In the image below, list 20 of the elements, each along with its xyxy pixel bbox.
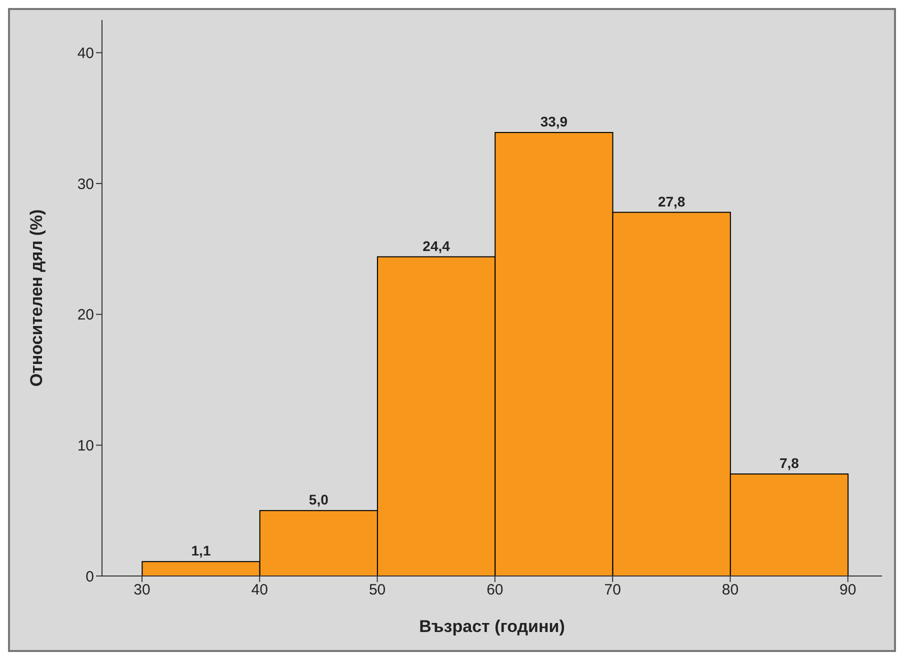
- y-tick-label: 20: [77, 306, 94, 324]
- data-label: 7,8: [780, 454, 800, 471]
- x-tick-label: 60: [486, 582, 504, 599]
- x-tick-label: 70: [604, 582, 621, 599]
- data-label: 33,9: [540, 114, 568, 130]
- x-tick-label: 40: [251, 582, 268, 599]
- y-tick-label: 10: [77, 438, 94, 454]
- data-label: 5,0: [308, 492, 329, 508]
- x-tick-label: 80: [722, 582, 739, 599]
- y-tick-label: 0: [86, 568, 94, 586]
- y-tick-label: 30: [77, 176, 94, 193]
- x-tick-label: 50: [368, 582, 386, 599]
- x-tick-label: 30: [134, 582, 150, 599]
- x-axis-title: Възраст (години): [419, 617, 565, 636]
- data-label: 27,8: [658, 193, 686, 210]
- y-tick-label: 40: [77, 45, 94, 62]
- x-tick-label: 90: [840, 582, 856, 599]
- data-label: 1,1: [191, 542, 211, 559]
- data-label: 24,4: [422, 238, 450, 254]
- y-axis-title: Относителен дял (%): [27, 209, 46, 387]
